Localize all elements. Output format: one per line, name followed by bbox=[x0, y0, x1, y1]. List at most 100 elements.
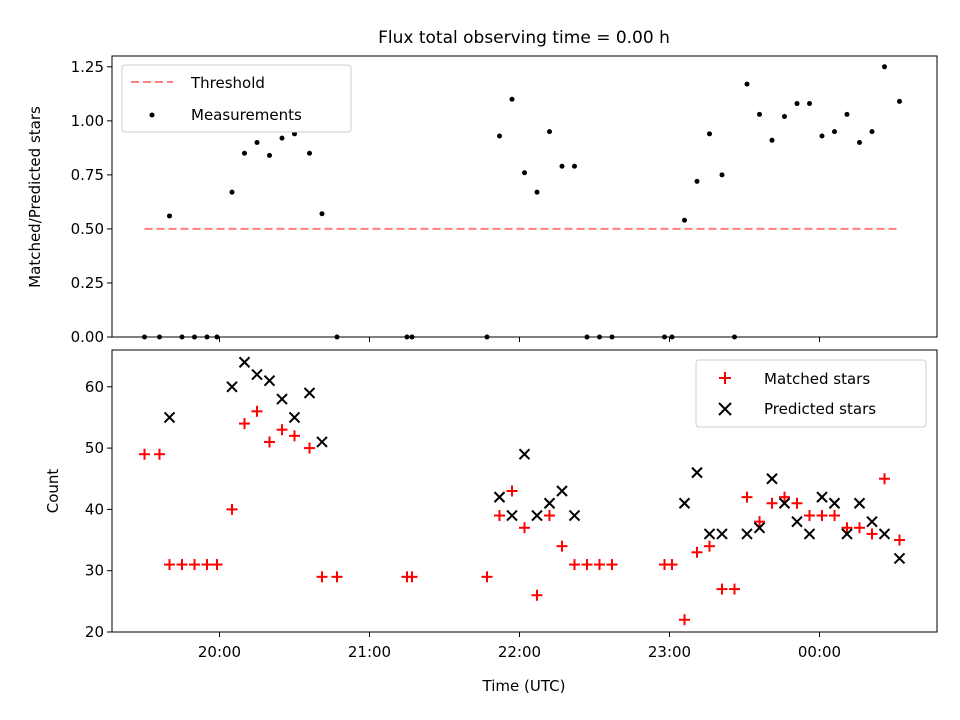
predicted-star-marker bbox=[531, 509, 543, 522]
legend-predicted-label: Predicted stars bbox=[764, 400, 876, 418]
predicted-star-marker bbox=[878, 528, 891, 540]
measurement-point bbox=[572, 163, 577, 169]
matched-star-marker bbox=[766, 497, 778, 509]
matched-star-marker bbox=[506, 485, 518, 497]
x-tick-label: 20:00 bbox=[198, 643, 241, 661]
predicted-star-marker bbox=[568, 509, 581, 522]
legend-measurements-swatch bbox=[149, 112, 155, 118]
matched-star-marker bbox=[666, 559, 678, 571]
x-tick-label: 00:00 bbox=[798, 643, 841, 661]
matched-star-marker bbox=[331, 571, 343, 583]
measurement-point bbox=[757, 111, 762, 117]
matched-star-marker bbox=[154, 448, 165, 460]
measurement-point bbox=[229, 189, 235, 195]
measurement-point bbox=[794, 101, 800, 107]
matched-star-marker bbox=[866, 528, 878, 540]
predicted-star-marker bbox=[226, 381, 238, 393]
predicted-star-marker bbox=[288, 411, 301, 424]
predicted-star-marker bbox=[803, 528, 816, 540]
measurement-point bbox=[707, 131, 712, 137]
predicted-star-marker bbox=[841, 528, 853, 540]
measurement-point bbox=[242, 150, 247, 156]
measurement-point bbox=[769, 137, 775, 143]
matched-star-marker bbox=[704, 540, 715, 552]
measurement-point bbox=[807, 101, 812, 107]
count-y-tick-label: 60 bbox=[85, 378, 104, 396]
matched-star-marker bbox=[754, 516, 765, 528]
matched-star-marker bbox=[494, 510, 505, 522]
measurement-point bbox=[744, 81, 750, 87]
predicted-star-marker bbox=[163, 411, 176, 424]
x-tick-label: 21:00 bbox=[348, 643, 391, 661]
ratio-y-tick-label: 0.50 bbox=[71, 220, 104, 238]
legend-measurements-label: Measurements bbox=[191, 106, 302, 124]
matched-star-marker bbox=[816, 510, 828, 522]
matched-star-marker bbox=[201, 559, 213, 571]
matched-star-marker bbox=[841, 522, 853, 534]
count-legend: Matched stars Predicted stars bbox=[695, 359, 927, 428]
count-y-tick-label: 20 bbox=[85, 623, 104, 641]
matched-star-marker bbox=[544, 510, 555, 522]
predicted-star-marker bbox=[556, 485, 568, 497]
measurement-point bbox=[254, 139, 260, 145]
count-y-tick-label: 50 bbox=[85, 439, 104, 457]
measurement-point bbox=[319, 211, 325, 217]
measurement-point bbox=[869, 129, 875, 135]
matched-star-marker bbox=[519, 522, 530, 534]
matched-star-marker bbox=[189, 559, 200, 571]
matched-star-marker bbox=[164, 559, 175, 571]
predicted-star-marker bbox=[828, 497, 841, 509]
measurement-point bbox=[522, 170, 527, 176]
matched-star-marker bbox=[854, 522, 865, 534]
predicted-star-marker bbox=[303, 387, 316, 399]
measurement-point bbox=[857, 139, 862, 145]
matched-star-marker bbox=[531, 589, 543, 601]
matched-star-marker bbox=[139, 448, 150, 460]
predicted-star-marker bbox=[276, 393, 288, 405]
measurement-point bbox=[897, 98, 902, 104]
matched-star-marker bbox=[239, 418, 250, 430]
ratio-y-tick-label: 1.25 bbox=[71, 58, 104, 76]
count-y-tick-label: 30 bbox=[85, 562, 104, 580]
ratio-y-axis-label: Matched/Predicted stars bbox=[26, 106, 44, 288]
matched-star-marker bbox=[251, 405, 263, 417]
matched-star-marker bbox=[226, 503, 238, 515]
matched-star-marker bbox=[594, 559, 605, 571]
measurement-point bbox=[559, 163, 565, 169]
legend-predicted-swatch bbox=[718, 402, 732, 416]
predicted-star-marker bbox=[853, 497, 866, 509]
matched-star-marker bbox=[716, 583, 728, 595]
matched-star-marker bbox=[406, 571, 418, 583]
measurement-point bbox=[307, 150, 312, 156]
measurement-point bbox=[832, 129, 837, 135]
matched-star-marker bbox=[729, 583, 740, 595]
measurement-point bbox=[279, 135, 285, 141]
measurement-point bbox=[844, 111, 850, 117]
count-legend-frame bbox=[695, 359, 927, 428]
matched-star-marker bbox=[276, 424, 288, 436]
predicted-star-marker bbox=[866, 515, 878, 528]
count-axes-frame bbox=[111, 349, 938, 633]
x-tick-label: 22:00 bbox=[498, 643, 541, 661]
measurement-point bbox=[782, 114, 787, 120]
predicted-star-marker bbox=[263, 374, 276, 387]
predicted-star-marker bbox=[703, 528, 716, 540]
predicted-star-marker bbox=[778, 497, 791, 509]
predicted-star-marker bbox=[691, 466, 703, 479]
measurement-point bbox=[497, 133, 502, 139]
matched-star-marker bbox=[556, 540, 568, 552]
count-y-axis: 20 30 40 50 60 bbox=[85, 378, 112, 641]
predicted-star-marker bbox=[506, 509, 518, 522]
matched-star-marker bbox=[879, 473, 890, 485]
ratio-legend-frame bbox=[121, 64, 352, 133]
predicted-star-marker bbox=[741, 528, 753, 540]
ratio-y-tick-label: 0.00 bbox=[71, 328, 104, 346]
matched-star-marker bbox=[829, 510, 840, 522]
matched-star-marker bbox=[679, 614, 690, 626]
predicted-star-marker bbox=[543, 497, 556, 509]
matched-star-marker bbox=[606, 559, 618, 571]
predicted-star-marker bbox=[238, 356, 251, 368]
ratio-y-tick-label: 0.75 bbox=[71, 166, 104, 184]
legend-matched-swatch bbox=[719, 372, 731, 384]
legend-matched-label: Matched stars bbox=[764, 370, 870, 388]
